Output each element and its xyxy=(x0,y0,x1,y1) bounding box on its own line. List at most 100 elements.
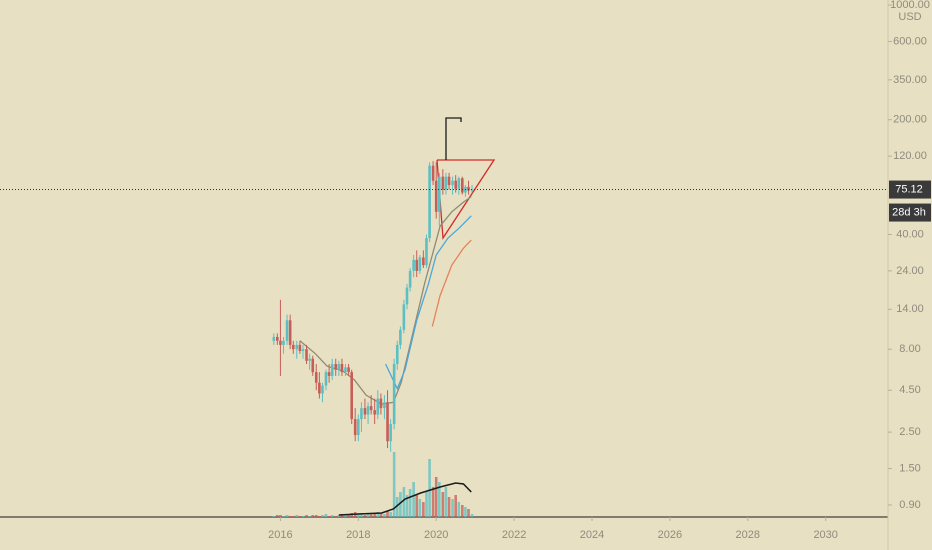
volume-ma-line xyxy=(338,482,472,516)
volume-bar xyxy=(311,515,315,517)
candle-body xyxy=(324,372,328,386)
volume-bar xyxy=(454,495,457,517)
candle-body xyxy=(438,176,441,212)
volume-bar xyxy=(464,507,467,517)
candle-body xyxy=(318,382,321,394)
candle-body xyxy=(428,165,431,239)
y-tick-label: 24.00 xyxy=(896,265,924,277)
candle-body xyxy=(405,287,409,305)
candle-body xyxy=(272,336,276,341)
volume-bar xyxy=(291,516,295,517)
y-tick-label: 350.00 xyxy=(893,74,927,86)
volume-bar xyxy=(366,514,370,517)
candle-body xyxy=(340,364,344,373)
candle-body xyxy=(461,178,464,193)
y-tick-label: 2.50 xyxy=(899,426,920,438)
volume-bar xyxy=(412,482,415,517)
x-tick-label: 2022 xyxy=(502,529,526,541)
volume-bar xyxy=(461,505,464,517)
volume-bar xyxy=(347,515,350,517)
volume-bar xyxy=(369,513,373,517)
candle-body xyxy=(386,402,389,442)
moving-average-line xyxy=(384,215,472,391)
y-tick-label: 14.00 xyxy=(896,303,924,315)
candle-body xyxy=(337,364,341,370)
candle-body xyxy=(422,257,425,266)
volume-bars xyxy=(272,452,474,517)
candle-body xyxy=(350,372,353,420)
volume-bar xyxy=(467,509,470,517)
moving-average-line xyxy=(431,239,472,327)
candle-body xyxy=(360,408,363,420)
volume-bar xyxy=(308,516,311,517)
volume-bar xyxy=(276,515,279,517)
candle-body xyxy=(434,180,438,212)
candle-body xyxy=(451,180,454,186)
volume-bar xyxy=(301,516,305,517)
y-tick-label: 8.00 xyxy=(899,343,920,355)
y-tick-label: 200.00 xyxy=(893,114,927,126)
candle-body xyxy=(389,424,392,442)
candle-body xyxy=(311,358,315,373)
y-tick-label: 40.00 xyxy=(896,228,924,240)
volume-bar xyxy=(415,495,419,517)
y-tick-label: 0.90 xyxy=(899,499,920,511)
volume-bar xyxy=(379,513,383,517)
last-price-box xyxy=(889,180,931,199)
candle-body xyxy=(447,176,451,186)
volume-bar xyxy=(357,514,360,517)
candle-body xyxy=(441,176,445,190)
volume-bar xyxy=(431,487,435,517)
volume-bar xyxy=(392,452,396,517)
volume-bar xyxy=(470,514,474,517)
candle-body xyxy=(402,304,406,330)
candle-body xyxy=(330,364,334,376)
candle-body xyxy=(457,178,461,189)
volume-bar xyxy=(327,516,331,517)
currency-label: USD xyxy=(898,11,921,23)
candle-body xyxy=(431,165,435,181)
candle-body xyxy=(418,257,422,271)
volume-bar xyxy=(399,492,402,517)
volume-bar xyxy=(334,516,338,517)
x-tick-label: 2018 xyxy=(346,529,370,541)
volume-bar xyxy=(451,499,454,517)
volume-bar xyxy=(386,511,389,517)
volume-bar xyxy=(457,502,461,517)
volume-bar xyxy=(295,515,299,517)
volume-bar xyxy=(383,514,386,517)
volume-bar xyxy=(422,502,425,517)
candle-body xyxy=(366,406,370,415)
volume-bar xyxy=(373,514,376,517)
candle-body xyxy=(285,320,289,341)
candle-body xyxy=(334,364,338,370)
candle-body xyxy=(392,364,396,425)
y-tick-label: 600.00 xyxy=(893,35,927,47)
candle-body xyxy=(369,406,373,411)
candle-body xyxy=(279,340,282,345)
candle-body xyxy=(327,372,331,376)
volume-bar xyxy=(376,512,380,517)
volume-bar xyxy=(288,516,292,517)
volume-bar xyxy=(428,459,431,517)
x-tick-label: 2020 xyxy=(424,529,448,541)
candle-body xyxy=(301,349,305,352)
candle-body xyxy=(305,349,308,361)
countdown-label: 28d 3h xyxy=(892,206,926,218)
candle-body xyxy=(470,189,474,191)
volume-bar xyxy=(318,516,321,517)
candle-body xyxy=(363,408,367,415)
volume-bar xyxy=(298,516,302,517)
x-tick-label: 2030 xyxy=(813,529,837,541)
candle-body xyxy=(395,344,399,365)
volume-bar xyxy=(395,497,399,517)
volume-bar xyxy=(441,492,445,517)
volume-bar xyxy=(282,516,285,517)
volume-bar xyxy=(418,499,422,517)
last-price-label: 75.12 xyxy=(895,183,923,195)
x-tick-label: 2024 xyxy=(580,529,604,541)
candle-body xyxy=(379,398,383,409)
candle-body xyxy=(399,329,402,345)
candle-body xyxy=(308,358,311,361)
